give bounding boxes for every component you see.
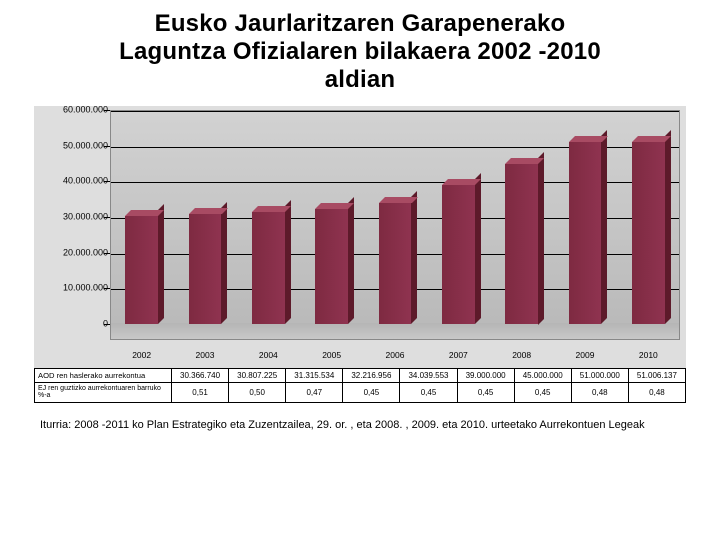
x-tick-label: 2009 — [553, 350, 616, 360]
table-cell: 30.807.225 — [229, 369, 286, 383]
bar-chart: 0 10.000.000 20.000.000 30.000.000 40.000.00… — [34, 106, 686, 368]
table-row: EJ ren guztizko aurrekontuaren barruko %… — [35, 383, 686, 403]
bar-front — [505, 164, 538, 325]
row-header: EJ ren guztizko aurrekontuaren barruko %… — [35, 383, 172, 403]
bar-side — [411, 191, 417, 324]
x-tick-label: 2002 — [110, 350, 173, 360]
table-cell: 0,47 — [286, 383, 343, 403]
bar-side — [348, 197, 354, 324]
bar — [505, 164, 538, 325]
x-tick-label: 2007 — [427, 350, 490, 360]
y-tick-label: 10.000.000 — [34, 284, 108, 293]
row-header: AOD ren haslerako aurrekontua — [35, 369, 172, 383]
bar-side — [538, 152, 544, 325]
bar — [379, 203, 412, 324]
bar-side — [665, 130, 671, 324]
bar-front — [442, 185, 475, 324]
bar-front — [252, 212, 285, 324]
title-line-3: aldian — [325, 66, 396, 93]
bar — [569, 142, 602, 324]
x-tick-label: 2008 — [490, 350, 553, 360]
table-cell: 0,45 — [400, 383, 457, 403]
bar-side — [221, 202, 227, 324]
table-cell: 34.039.553 — [400, 369, 457, 383]
bar — [315, 209, 348, 324]
source-text: Iturria: 2008 -2011 ko Plan Estrategiko … — [40, 419, 720, 431]
y-tick-label: 0 — [34, 320, 108, 329]
bar-side — [285, 200, 291, 324]
bar — [632, 142, 665, 324]
bar-side — [158, 204, 164, 324]
bar-front — [315, 209, 348, 324]
bars-area — [110, 110, 680, 340]
y-tick-label: 40.000.000 — [34, 177, 108, 186]
x-tick-label: 2004 — [237, 350, 300, 360]
title-line-1: Eusko Jaurlaritzaren Garapenerako — [155, 10, 566, 37]
table-cell: 31.315.534 — [286, 369, 343, 383]
y-tick-label: 60.000.000 — [34, 106, 108, 115]
table-cell: 0,50 — [229, 383, 286, 403]
table-cell: 30.366.740 — [172, 369, 229, 383]
x-tick-label: 2010 — [617, 350, 680, 360]
bar-front — [569, 142, 602, 324]
bar — [442, 185, 475, 324]
table-cell: 0,51 — [172, 383, 229, 403]
data-table: AOD ren haslerako aurrekontua 30.366.740… — [34, 368, 686, 403]
table-cell: 51.006.137 — [628, 369, 685, 383]
x-tick-label: 2006 — [363, 350, 426, 360]
table-cell: 0,45 — [457, 383, 514, 403]
y-tick-label: 50.000.000 — [34, 141, 108, 150]
table-cell: 0,48 — [571, 383, 628, 403]
table-cell: 0,45 — [343, 383, 400, 403]
table-row: AOD ren haslerako aurrekontua 30.366.740… — [35, 369, 686, 383]
bar-side — [475, 173, 481, 324]
bar — [252, 212, 285, 324]
table-cell: 32.216.956 — [343, 369, 400, 383]
table-cell: 51.000.000 — [571, 369, 628, 383]
table-cell: 45.000.000 — [514, 369, 571, 383]
y-tick-label: 20.000.000 — [34, 248, 108, 257]
bar — [125, 216, 158, 324]
table-cell: 0,48 — [628, 383, 685, 403]
bar-front — [379, 203, 412, 324]
bar-front — [189, 214, 222, 324]
bar-front — [125, 216, 158, 324]
bar-front — [632, 142, 665, 324]
x-tick-label: 2003 — [173, 350, 236, 360]
x-tick-label: 2005 — [300, 350, 363, 360]
bar — [189, 214, 222, 324]
chart-title: Eusko Jaurlaritzaren Garapenerako Lagunt… — [0, 0, 720, 100]
table-cell: 39.000.000 — [457, 369, 514, 383]
title-line-2: Laguntza Ofizialaren bilakaera 2002 -201… — [119, 38, 601, 65]
y-tick-label: 30.000.000 — [34, 213, 108, 222]
table-cell: 0,45 — [514, 383, 571, 403]
bar-side — [601, 130, 607, 324]
